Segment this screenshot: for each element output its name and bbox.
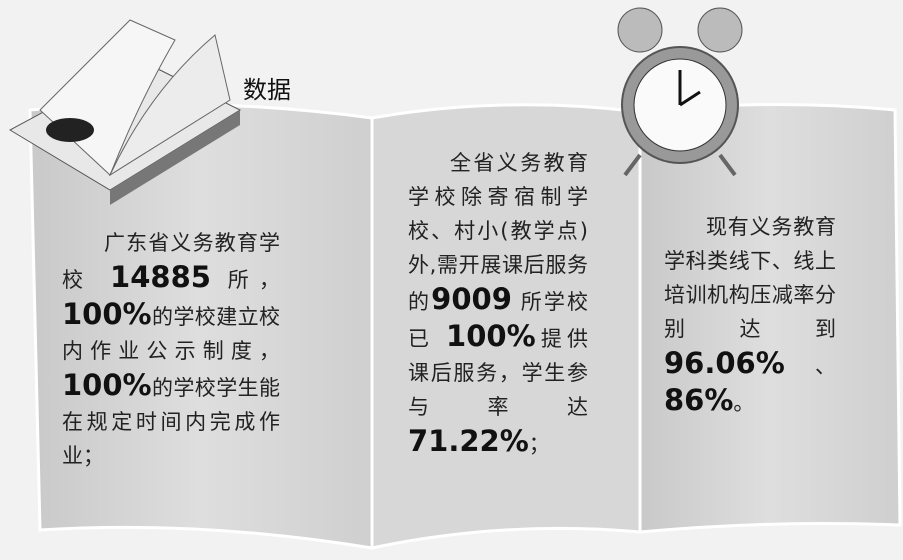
panel-text: 现有义务教育学科类线下、线上培训机构压减率分别达到 96.06%、 86%。 <box>664 210 836 420</box>
highlight-figure: 86% <box>664 383 733 417</box>
highlight-figure: 96.06% <box>664 346 785 380</box>
body-text: ； <box>529 432 550 456</box>
highlight-figure: 100% <box>62 297 152 331</box>
panel-text: 广东省义务教育学校 14885 所，100%的学校建立校内作业公示制度，100%… <box>62 226 280 473</box>
title: 数据 <box>243 70 291 105</box>
highlight-figure: 71.22% <box>408 424 529 458</box>
panel-text: 全省义务教育学校除寄宿制学校、村小(教学点)外,需开展课后服务的9009 所学校… <box>408 146 588 461</box>
body-text: 所， <box>211 268 280 292</box>
page: 数据 广东省义务教育学校 14885 所，100%的学校建立校内作业公示制度，1… <box>0 0 903 560</box>
highlight-figure: 9009 <box>431 282 512 316</box>
body-text: 。 <box>733 391 754 415</box>
highlight-figure: 100% <box>62 368 152 402</box>
highlight-figure: 100% <box>446 319 536 353</box>
body-text: 、 <box>785 354 836 378</box>
body-text: 现有义务教育学科类线下、线上培训机构压减率分别达到 <box>664 215 836 341</box>
highlight-figure: 14885 <box>110 260 211 294</box>
